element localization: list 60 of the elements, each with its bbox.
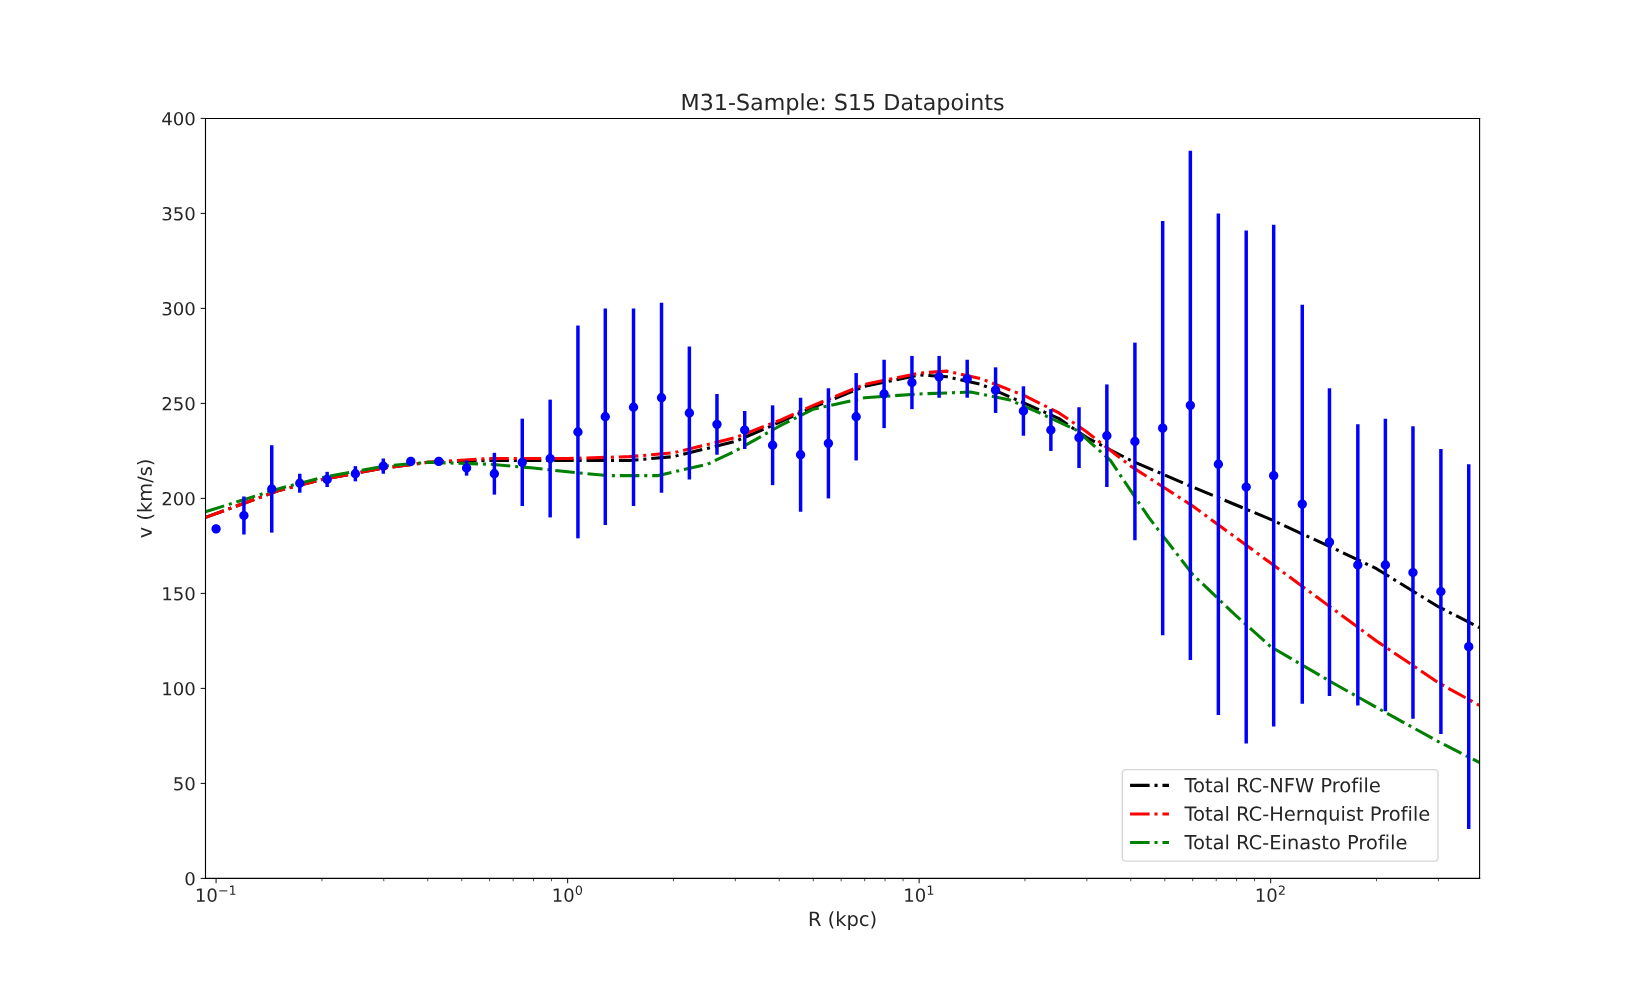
point <box>1213 459 1224 469</box>
point <box>990 385 1001 395</box>
point <box>712 419 722 429</box>
legend-label: Total RC-Einasto Profile <box>1184 834 1407 850</box>
point <box>934 372 944 382</box>
x-tick-label: 10$^{−1}$ <box>196 885 236 902</box>
point <box>1130 436 1140 447</box>
point <box>1380 560 1391 570</box>
point <box>767 440 778 450</box>
point <box>1436 586 1446 597</box>
legend-label: Total RC-Hernquist Profile <box>1184 805 1430 825</box>
point <box>907 377 917 388</box>
chart-title: M31-Sample: S15 Datapoints <box>682 93 1004 115</box>
point <box>517 457 527 467</box>
legend-label: Total RC-NFW Profile <box>1184 777 1380 793</box>
y-tick-label: 350 <box>162 206 195 221</box>
y-tick-label: 400 <box>162 111 195 126</box>
point <box>211 524 221 534</box>
point <box>1353 560 1363 570</box>
point <box>600 412 610 422</box>
point <box>1269 470 1279 481</box>
point <box>545 453 555 464</box>
x-tick-label: 10$^{0}$ <box>553 885 583 902</box>
point <box>1408 567 1418 578</box>
y-tick-label: 150 <box>163 586 195 601</box>
point <box>656 393 667 403</box>
point <box>1185 400 1196 410</box>
point <box>434 456 444 467</box>
y-tick-label: 250 <box>162 396 195 411</box>
point <box>795 450 806 460</box>
x-tick-label: 10$^{2}$ <box>1256 885 1285 902</box>
point <box>1158 423 1168 433</box>
point <box>1074 432 1084 443</box>
point <box>1324 537 1335 547</box>
y-axis-title: v (km/s) <box>136 460 155 538</box>
point <box>684 408 695 418</box>
y-tick-label: 300 <box>162 301 195 316</box>
point <box>1102 431 1112 441</box>
point <box>851 412 861 422</box>
point <box>1046 425 1056 435</box>
point <box>1018 406 1029 416</box>
point <box>239 510 249 521</box>
y-tick-label: 0 <box>185 871 195 886</box>
point <box>573 427 583 437</box>
point <box>1464 641 1474 652</box>
point <box>1241 482 1251 492</box>
x-tick-label: 10$^{1}$ <box>905 885 934 902</box>
point <box>295 478 305 488</box>
point <box>740 425 750 435</box>
point <box>489 469 500 479</box>
point <box>879 389 889 399</box>
point <box>628 402 639 412</box>
point <box>267 484 277 494</box>
x-axis-title: R (kpc) <box>809 911 876 930</box>
y-tick-label: 100 <box>163 681 195 696</box>
y-tick-label: 200 <box>162 491 195 506</box>
y-tick-label: 50 <box>174 776 195 791</box>
point <box>962 374 972 384</box>
point <box>1297 499 1307 509</box>
point <box>823 438 834 448</box>
